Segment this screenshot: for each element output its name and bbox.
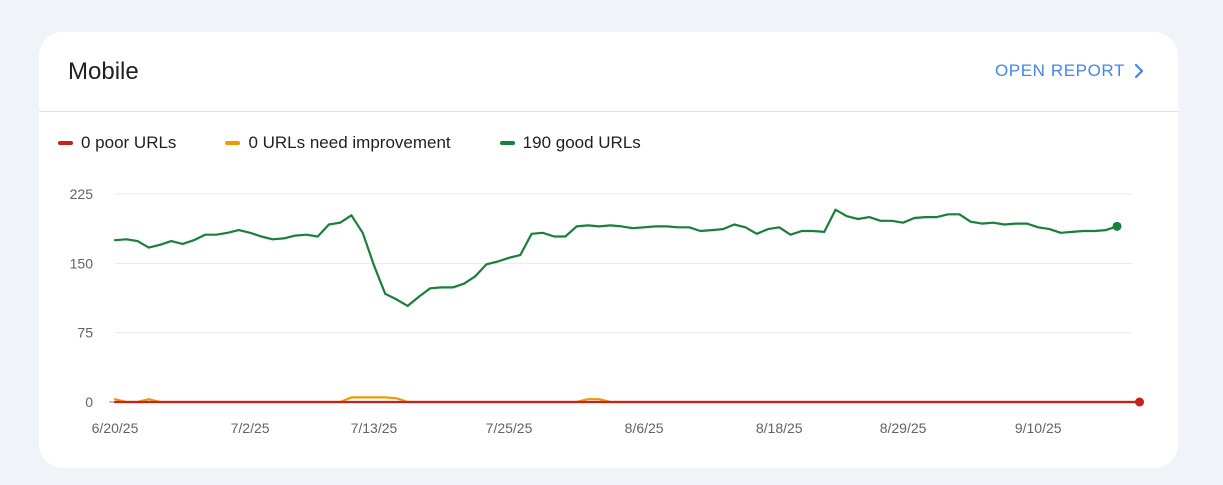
series-end-point-0 <box>1135 397 1145 407</box>
line-chart: 0 75 150 225 6/20/25 7/2/25 7/13/25 7/25/25 8/6/… <box>70 186 1145 436</box>
chevron-right-icon <box>1134 63 1144 79</box>
x-tick-label: 8/29/25 <box>880 420 927 436</box>
series-end-point-2 <box>1112 221 1122 231</box>
y-tick-label: 150 <box>70 255 94 271</box>
legend-swatch-needs-improvement <box>225 141 241 145</box>
x-tick-label: 6/20/25 <box>92 420 139 436</box>
legend-label-good: 190 good URLs <box>522 133 641 152</box>
legend-swatch-poor <box>58 141 73 145</box>
x-tick-label: 8/6/25 <box>625 420 664 436</box>
x-tick-label: 7/13/25 <box>351 420 398 436</box>
legend-item-poor[interactable]: 0 poor URLs <box>58 133 176 153</box>
report-card: Mobile OPEN REPORT 0 poor URLs 0 URLs ne… <box>39 32 1178 468</box>
x-tick-label: 9/10/25 <box>1015 420 1062 436</box>
x-tick-label: 8/18/25 <box>756 420 803 436</box>
open-report-label: OPEN REPORT <box>994 61 1125 80</box>
open-report-button[interactable]: OPEN REPORT <box>995 61 1147 81</box>
legend-item-needs-improvement[interactable]: 0 URLs need improvement <box>225 133 451 153</box>
x-tick-label: 7/2/25 <box>231 420 270 436</box>
y-tick-label: 0 <box>85 394 93 410</box>
y-tick-label: 75 <box>77 325 93 341</box>
legend-label-poor: 0 poor URLs <box>81 133 177 152</box>
y-tick-label: 225 <box>70 186 94 202</box>
legend-swatch-good <box>499 141 515 145</box>
card-header: Mobile OPEN REPORT <box>39 32 1178 112</box>
chart-legend: 0 poor URLs 0 URLs need improvement 190 … <box>58 132 690 154</box>
legend-label-needs-improvement: 0 URLs need improvement <box>248 133 451 152</box>
series-line-2 <box>113 208 1119 307</box>
card-title: Mobile <box>68 58 139 85</box>
legend-item-good[interactable]: 190 good URLs <box>499 133 641 153</box>
x-tick-label: 7/25/25 <box>486 420 533 436</box>
